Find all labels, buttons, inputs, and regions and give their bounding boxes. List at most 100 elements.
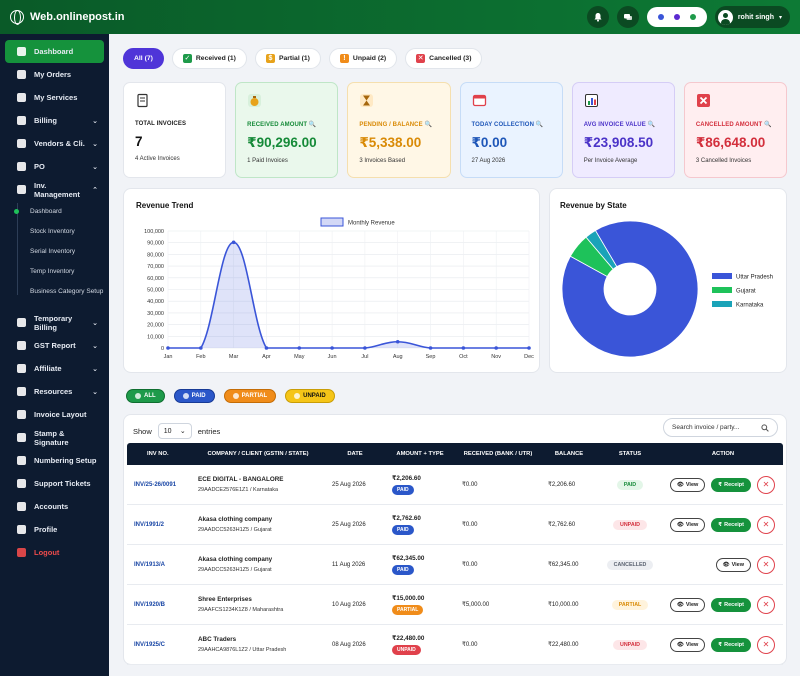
submenu-item-temp-inventory[interactable]: Temp Inventory	[30, 267, 75, 275]
filter-paid[interactable]: PAID	[173, 389, 215, 403]
receipt-button[interactable]: ₹ Receipt	[711, 517, 751, 532]
summary-cards: TOTAL INVOICES 7 4 Active Invoices RECEIVED…	[123, 82, 788, 178]
card-label: AVG INVOICE VALUE 🔍	[583, 122, 656, 128]
profile-icon	[17, 525, 26, 534]
view-button[interactable]: 👁 View	[669, 477, 706, 492]
view-button[interactable]: 👁 View	[669, 637, 706, 652]
tab-received[interactable]: ✓ Received (1)	[171, 48, 247, 69]
revenue-data-point	[395, 339, 400, 344]
theme-color-switcher[interactable]	[646, 7, 707, 27]
view-button[interactable]: 👁 View	[669, 597, 706, 612]
sidebar-item-label: Support Tickets	[34, 479, 91, 488]
brand[interactable]: Web.onlinepost.in	[10, 10, 125, 25]
sidebar-item-my-orders[interactable]: My Orders	[5, 63, 104, 86]
cancel-invoice-button[interactable]: ✕	[757, 475, 775, 494]
amount-value: ₹2,206.60	[392, 474, 421, 482]
sidebar-item-inv-management[interactable]: Inv. Management ⌃	[5, 178, 104, 201]
sidebar-item-label: Dashboard	[34, 47, 74, 56]
submenu-item-business-category-setup[interactable]: Business Category Setup	[30, 287, 104, 295]
sidebar-item-stamp-signature[interactable]: Stamp & Signature	[5, 426, 104, 449]
status-cell: UNPAID	[597, 519, 663, 530]
sidebar-item-affiliate[interactable]: Affiliate ⌄	[5, 357, 104, 380]
tab-cancelled[interactable]: ✕ Cancelled (3)	[405, 48, 483, 69]
view-button[interactable]: 👁 View	[715, 557, 751, 572]
cancel-invoice-button[interactable]: ✕	[757, 515, 775, 534]
sidebar-item-vendors-cli[interactable]: Vendors & Cli. ⌄	[5, 132, 104, 155]
sidebar-item-gst-report[interactable]: GST Report ⌄	[5, 334, 104, 357]
sidebar-item-numbering-setup[interactable]: Numbering Setup	[5, 449, 104, 472]
card-subtext: 1 Paid Invoices	[247, 158, 288, 164]
bell-icon	[594, 13, 602, 22]
header-status: STATUS	[618, 451, 642, 457]
sidebar-item-temporary-billing[interactable]: Temporary Billing ⌄	[5, 311, 104, 334]
sidebar-item-accounts[interactable]: Accounts	[5, 495, 104, 518]
theme-dot-purple[interactable]	[673, 14, 680, 20]
theme-dot-blue[interactable]	[657, 14, 664, 20]
receipt-button[interactable]: ₹ Receipt	[711, 597, 751, 612]
sidebar-item-dashboard[interactable]: Dashboard	[5, 40, 104, 63]
chevron-down-icon: ⌄	[179, 428, 186, 435]
invoice-number-link[interactable]: INV/1920/B	[134, 601, 166, 608]
received-cell: ₹0.00	[462, 522, 478, 528]
invoice-number-link[interactable]: INV/1991/2	[134, 521, 165, 528]
tab-all[interactable]: All (7)	[123, 48, 164, 69]
view-button[interactable]: 👁 View	[669, 517, 706, 532]
tab-partial[interactable]: $ Partial (1)	[254, 48, 321, 69]
invoice-number-link[interactable]: INV/25-26/0091	[134, 481, 177, 488]
sidebar: Dashboard My Orders My Services Billing ⌄ Ven…	[0, 34, 109, 676]
cancel-invoice-button[interactable]: ✕	[757, 555, 775, 574]
gst-icon	[17, 341, 26, 350]
table-row: INV/1991/2 Akasa clothing company 29AADCC5…	[127, 505, 783, 545]
company-cell: Shree Enterprises 29AAFCS1234K1Z8 / Mahar…	[191, 596, 325, 613]
invoice-table-panel: Show 10 ⌄ entries Search invoice / party.…	[123, 414, 787, 665]
company-name: ABC Traders	[198, 636, 237, 643]
user-menu[interactable]: rohit singh ▾	[714, 6, 790, 28]
sidebar-item-invoice-layout[interactable]: Invoice Layout	[5, 403, 104, 426]
tab-unpaid[interactable]: ! Unpaid (2)	[328, 48, 398, 69]
sidebar-item-profile[interactable]: Profile	[5, 518, 104, 541]
entries-select[interactable]: 10 ⌄	[157, 423, 192, 439]
cancel-invoice-button[interactable]: ✕	[757, 635, 775, 654]
sidebar-item-support-tickets[interactable]: Support Tickets	[5, 472, 104, 495]
search-placeholder: Search invoice / party...	[672, 424, 740, 431]
messages-button[interactable]	[616, 6, 639, 28]
date-cell: 08 Aug 2026	[332, 641, 366, 648]
receipt-button[interactable]: ₹ Receipt	[711, 637, 751, 652]
search-input[interactable]: Search invoice / party...	[663, 418, 778, 437]
amount-type-badge: PAID	[392, 484, 414, 495]
sidebar-item-logout[interactable]: Logout	[5, 541, 104, 564]
tab-status-icon: $	[265, 54, 275, 63]
status-badge: CANCELLED	[606, 559, 654, 570]
status-cell: PARTIAL	[597, 599, 663, 610]
filter-unpaid[interactable]: UNPAID	[285, 389, 335, 403]
card-subtext: 4 Active Invoices	[135, 156, 180, 162]
card-subtext: 27 Aug 2026	[471, 158, 506, 164]
sidebar-item-my-services[interactable]: My Services	[5, 86, 104, 109]
company-gstin: 29AAHCA9876L1Z2 / Uttar Pradesh	[198, 647, 287, 653]
sidebar-item-resources[interactable]: Resources ⌄	[5, 380, 104, 403]
tab-label: Received (1)	[195, 55, 236, 62]
cancel-invoice-button[interactable]: ✕	[757, 595, 775, 614]
chat-icon	[623, 14, 632, 20]
submenu-item-serial-inventory[interactable]: Serial Inventory	[30, 247, 76, 255]
sidebar-item-po[interactable]: PO ⌄	[5, 155, 104, 178]
sidebar-item-billing[interactable]: Billing ⌄	[5, 109, 104, 132]
receipt-button[interactable]: ₹ Receipt	[711, 477, 751, 492]
chevron-down-icon: ⌄	[92, 365, 98, 373]
calendar-icon	[472, 93, 487, 108]
sidebar-item-label: Profile	[34, 525, 58, 534]
filter-all[interactable]: ALL	[126, 389, 165, 403]
invoice-number-link[interactable]: INV/1925/C	[134, 641, 166, 648]
notification-bell-button[interactable]	[586, 6, 609, 28]
invoice-number-link[interactable]: INV/1913/A	[134, 561, 166, 568]
amount-type-badge: PAID	[392, 524, 414, 535]
summary-card-4: TODAY COLLECTION 🔍 ₹0.00 27 Aug 2026	[459, 82, 563, 178]
theme-dot-green[interactable]	[689, 14, 696, 20]
receipt-label: Receipt	[724, 521, 744, 528]
submenu-item-dashboard[interactable]: Dashboard	[14, 201, 109, 221]
submenu-item-stock-inventory[interactable]: Stock Inventory	[30, 227, 75, 235]
legend-label: Gujarat	[736, 289, 756, 295]
table-row: INV/25-26/0091 ECE DIGITAL - BANGALORE 29A…	[127, 465, 783, 505]
sidebar-item-label: Resources	[34, 387, 73, 396]
filter-partial[interactable]: PARTIAL	[223, 389, 277, 403]
